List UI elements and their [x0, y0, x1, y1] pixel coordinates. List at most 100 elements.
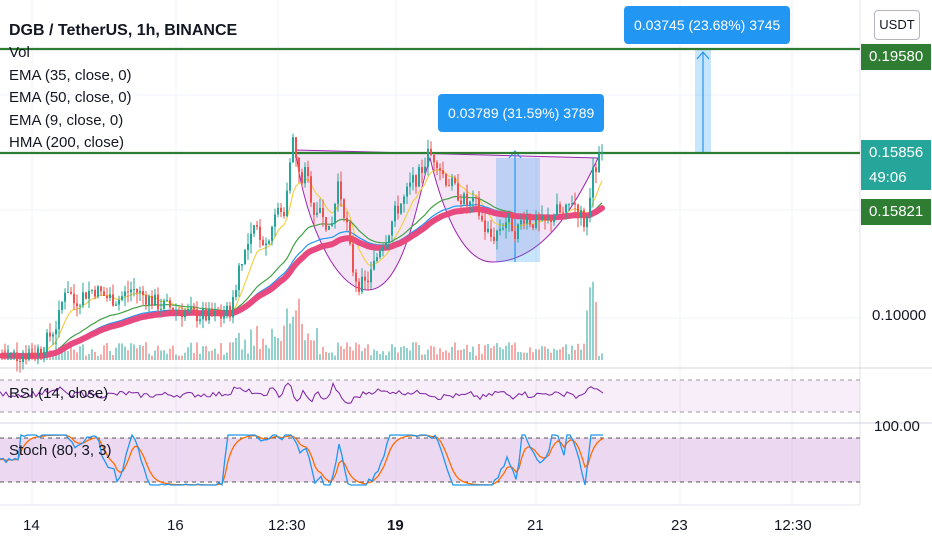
- measure-callout-left[interactable]: 0.03789 (31.59%) 3789: [438, 94, 605, 132]
- volume-bar: [85, 355, 87, 360]
- price-label-current: 0.15856: [861, 140, 931, 166]
- volume-bar: [397, 352, 399, 360]
- volume-bar: [202, 346, 204, 360]
- candle-body: [307, 167, 309, 177]
- volume-bar: [445, 350, 447, 360]
- volume-bar: [205, 346, 207, 360]
- legend-vol[interactable]: Vol: [9, 44, 30, 62]
- ema35-line: [2, 195, 603, 357]
- volume-bar: [550, 352, 552, 360]
- candle-body: [301, 172, 303, 184]
- candle-body: [457, 183, 459, 201]
- candle-body: [25, 356, 27, 360]
- rsi-line: [0, 381, 604, 404]
- volume-bar: [343, 348, 345, 360]
- rsi-pane-label[interactable]: RSI (14, close): [9, 385, 109, 402]
- candle-body: [559, 204, 561, 213]
- volume-bar: [472, 346, 474, 360]
- candle-body: [187, 309, 189, 312]
- candle-body: [205, 308, 207, 321]
- volume-bar: [421, 354, 423, 360]
- volume-bar: [313, 340, 315, 360]
- currency-button[interactable]: USDT: [874, 10, 920, 40]
- candle-body: [16, 352, 18, 362]
- volume-bar: [580, 349, 582, 360]
- price-axis-tick: 0.10000: [872, 307, 927, 324]
- measure-callout-right[interactable]: 0.03745 (23.68%) 3745: [624, 6, 791, 44]
- candle-body: [202, 308, 204, 320]
- volume-bar: [172, 345, 174, 360]
- candle-body: [313, 202, 315, 215]
- time-tick-label: 23: [671, 517, 688, 534]
- candle-body: [40, 348, 42, 355]
- projection-arrow: [696, 51, 710, 60]
- candle-body: [142, 290, 144, 296]
- candle-body: [400, 203, 402, 214]
- candle-body: [502, 228, 504, 230]
- volume-bar: [127, 350, 129, 360]
- volume-bar: [589, 287, 591, 360]
- candle-body: [556, 204, 558, 216]
- candle-body: [82, 292, 84, 306]
- candle-body: [361, 276, 363, 292]
- chart-title[interactable]: DGB / TetherUS, 1h, BINANCE: [9, 22, 238, 39]
- volume-bar: [367, 344, 369, 360]
- volume-bar: [217, 354, 219, 360]
- hma-line: [0, 205, 605, 360]
- candle-body: [430, 148, 432, 156]
- candles: [1, 133, 603, 373]
- volume-bar: [469, 352, 471, 360]
- stoch-d-line: [0, 434, 604, 486]
- volume-bar: [382, 351, 384, 360]
- legend-ema50[interactable]: EMA (50, close, 0): [9, 89, 132, 107]
- candle-body: [580, 210, 582, 217]
- volume-bar: [220, 343, 222, 360]
- cup-pattern-shape[interactable]: [295, 149, 599, 291]
- candle-body: [415, 175, 417, 187]
- candle-body: [64, 292, 66, 302]
- candle-body: [394, 205, 396, 222]
- candle-body: [562, 212, 564, 214]
- volume-bar: [517, 351, 519, 360]
- volume-bar: [373, 349, 375, 360]
- candle-body: [115, 304, 117, 306]
- chart-legend: DGB / TetherUS, 1h, BINANCE Vol EMA (35,…: [9, 20, 237, 154]
- volume-bar: [163, 350, 165, 360]
- candle-body: [391, 221, 393, 236]
- candle-body: [70, 291, 72, 294]
- candle-body: [370, 269, 372, 283]
- candle-body: [601, 152, 603, 154]
- volume-bar: [415, 342, 417, 360]
- volume-bar: [322, 346, 324, 360]
- candle-body: [37, 348, 39, 356]
- candle-body: [517, 224, 519, 239]
- stoch-pane-label[interactable]: Stoch (80, 3, 3): [9, 442, 112, 459]
- candle-body: [520, 220, 522, 225]
- legend-hma200[interactable]: HMA (200, close): [9, 134, 125, 152]
- volume-bar: [124, 346, 126, 360]
- volume-bar: [178, 355, 180, 360]
- volume-bar: [151, 355, 153, 360]
- volume-bar: [370, 355, 372, 360]
- legend-ema35[interactable]: EMA (35, close, 0): [9, 66, 132, 84]
- candle-body: [346, 217, 348, 223]
- candle-body: [448, 185, 450, 187]
- candle-body: [547, 217, 549, 220]
- candle-body: [100, 286, 102, 292]
- candle-body: [478, 197, 480, 216]
- candle-body: [289, 162, 291, 191]
- volume-bar: [82, 344, 84, 360]
- volume-bar: [226, 352, 228, 360]
- time-tick-label: 19: [387, 517, 404, 534]
- candle-body: [259, 226, 261, 240]
- volume-bar: [460, 349, 462, 360]
- candle-body: [382, 247, 384, 251]
- volume-bar: [556, 350, 558, 360]
- volume-bar: [412, 342, 414, 360]
- candle-body: [298, 157, 300, 173]
- volume-bar: [547, 348, 549, 360]
- volume-bar: [286, 308, 288, 360]
- legend-ema9[interactable]: EMA (9, close, 0): [9, 111, 124, 129]
- volume-bar: [193, 353, 195, 360]
